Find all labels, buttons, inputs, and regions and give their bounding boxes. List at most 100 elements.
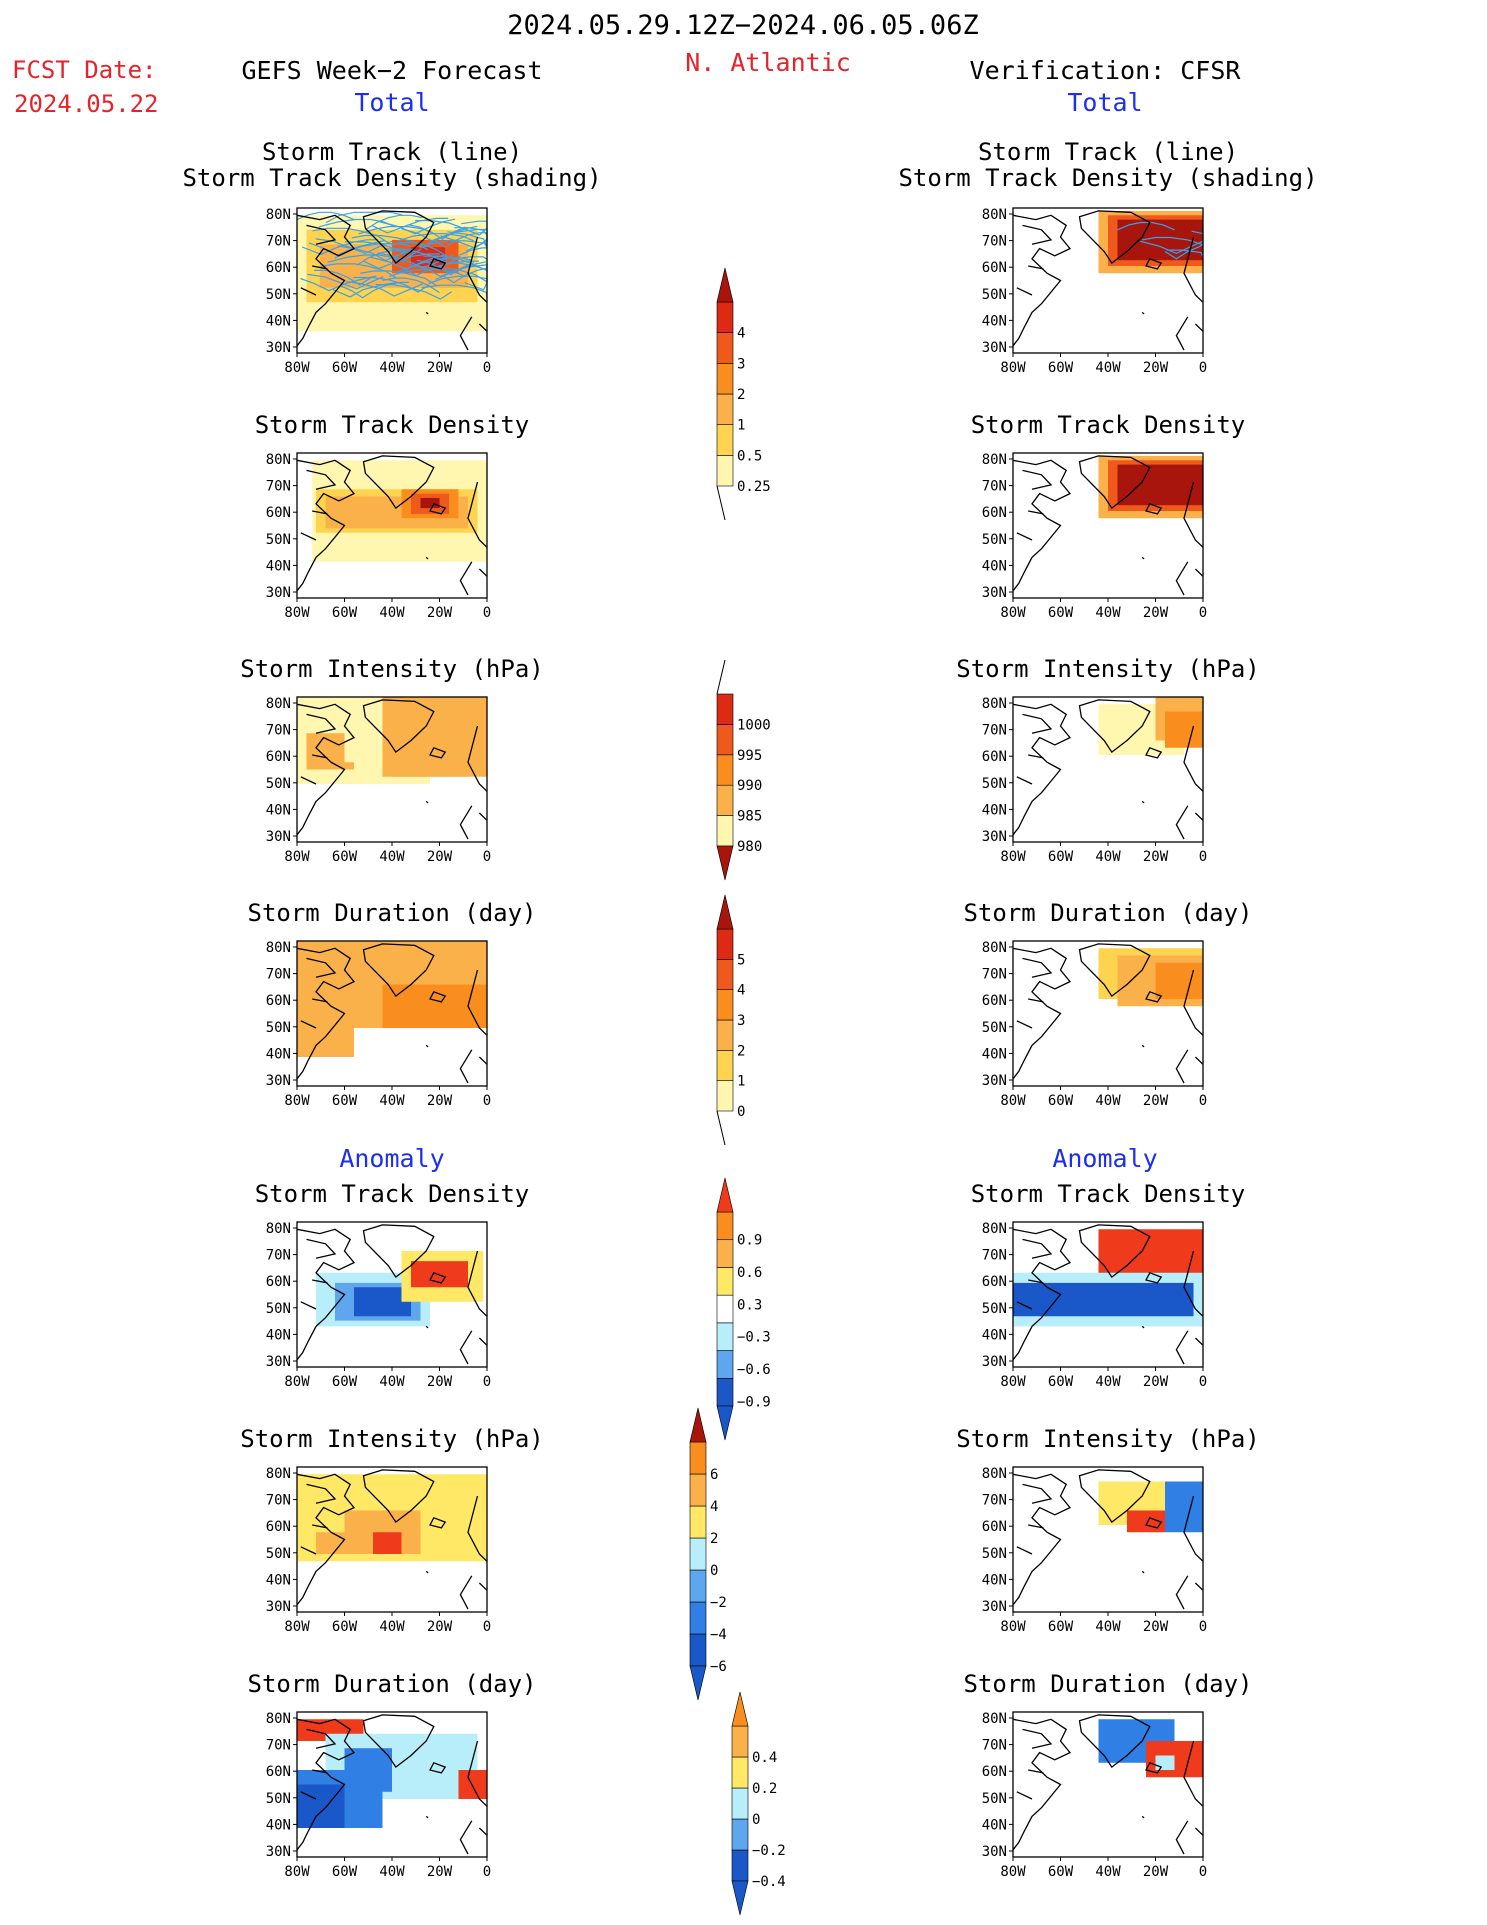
- coastline: [300, 713, 337, 785]
- lat-tick-label: 40N: [982, 1327, 1007, 1343]
- lon-tick-label: 0: [483, 1619, 491, 1635]
- map-panel-vf-density: Storm Track Density 80N 70N 60N 50N 40N 30N 80W…: [971, 411, 1246, 621]
- lat-tick-label: 70N: [266, 234, 291, 250]
- coastline: [429, 502, 447, 515]
- lon-tick-label: 0: [1199, 849, 1207, 865]
- coastline: [429, 990, 447, 1003]
- lat-tick-label: 60N: [266, 505, 291, 521]
- coastline: [1175, 969, 1204, 1084]
- lon-tick-label: 80W: [284, 1374, 310, 1390]
- colorbar-box: [716, 424, 734, 456]
- lat-tick-label: 50N: [982, 1301, 1007, 1317]
- storm-track-line: [319, 218, 396, 228]
- storm-track-line: [442, 267, 488, 284]
- colorbar-cb-duration: 5 4 3 2 1 0: [716, 894, 745, 1146]
- lat-tick-label: 80N: [982, 452, 1007, 468]
- colorbar-label: 0.6: [737, 1265, 762, 1281]
- right-column-title: Verification: CFSR: [969, 56, 1241, 85]
- coastline: [425, 1815, 429, 1819]
- colorbar-label: 5: [737, 952, 745, 968]
- coastline: [362, 210, 435, 265]
- lat-tick-label: 40N: [266, 558, 291, 574]
- panel-title: Storm Track (line): [262, 138, 522, 166]
- coastline: [300, 1728, 337, 1800]
- coastline: [429, 1271, 447, 1284]
- coastline: [429, 746, 447, 759]
- storm-track-line: [409, 261, 487, 277]
- shading-cell: [411, 1261, 468, 1288]
- fcst-date-value: 2024.05.22: [14, 90, 159, 118]
- lat-tick-label: 60N: [266, 1519, 291, 1535]
- coastline: [1175, 1250, 1204, 1365]
- colorbar-arrow-top: [731, 1691, 749, 1727]
- colorbar-box: [716, 693, 734, 725]
- coastline: [1016, 1728, 1053, 1800]
- coastline: [362, 455, 435, 510]
- lon-tick-label: 40W: [1095, 360, 1121, 376]
- lat-tick-label: 40N: [266, 1572, 291, 1588]
- storm-track-line: [415, 220, 488, 236]
- panel-title: Storm Track Density (shading): [898, 164, 1317, 192]
- lat-tick-label: 50N: [266, 532, 291, 548]
- panel-title: Storm Track (line): [978, 138, 1238, 166]
- lat-tick-label: 50N: [266, 1791, 291, 1807]
- colorbar-label: 980: [737, 839, 762, 855]
- colorbar-label: 4: [737, 983, 745, 999]
- shading-cell: [458, 1770, 487, 1799]
- coastline: [1016, 957, 1053, 1029]
- lon-tick-label: 20W: [1143, 605, 1169, 621]
- lat-tick-label: 60N: [982, 505, 1007, 521]
- lon-tick-label: 80W: [1000, 1864, 1026, 1880]
- colorbar-label: −2: [710, 1595, 727, 1611]
- colorbar-box: [716, 1050, 734, 1081]
- colorbar-box: [689, 1505, 707, 1539]
- lat-tick-label: 50N: [982, 1020, 1007, 1036]
- lon-tick-label: 40W: [379, 1374, 405, 1390]
- colorbar-box: [731, 1756, 749, 1789]
- coastline: [1145, 1516, 1163, 1529]
- lat-tick-label: 40N: [982, 1046, 1007, 1062]
- lon-tick-label: 60W: [332, 360, 358, 376]
- map-panel-fc-density: Storm Track Density 80N 70N 60N 50N 40N 30N 80W…: [255, 411, 530, 621]
- lon-tick-label: 40W: [379, 1864, 405, 1880]
- lat-tick-label: 50N: [266, 1546, 291, 1562]
- lat-tick-label: 40N: [266, 802, 291, 818]
- coastline: [459, 481, 488, 596]
- coastline: [1141, 311, 1145, 315]
- coastline: [362, 699, 435, 754]
- coastline: [1012, 459, 1072, 592]
- coastline: [1016, 713, 1053, 785]
- colorbar-box: [731, 1818, 749, 1851]
- lat-tick-label: 40N: [982, 1572, 1007, 1588]
- lat-tick-label: 70N: [982, 234, 1007, 250]
- panel-title: Storm Intensity (hPa): [956, 1425, 1259, 1453]
- lat-tick-label: 30N: [266, 1844, 291, 1860]
- coastline: [1012, 947, 1072, 1080]
- lon-tick-label: 80W: [284, 1619, 310, 1635]
- colorbar-arrow-bottom: [731, 1880, 749, 1916]
- coastline: [1012, 1718, 1072, 1851]
- coastline: [1012, 1473, 1072, 1606]
- total-label-left: Total: [354, 88, 430, 117]
- lat-tick-label: 80N: [982, 696, 1007, 712]
- lon-tick-label: 20W: [1143, 1619, 1169, 1635]
- lon-tick-label: 40W: [379, 1093, 405, 1109]
- lon-tick-label: 60W: [1048, 1374, 1074, 1390]
- map-panel-fc-anom-duration: Storm Duration (day) 80N 70N 60N 50N 40N 30N 80…: [248, 1670, 537, 1880]
- lat-tick-label: 50N: [982, 532, 1007, 548]
- shading-cell: [297, 1020, 354, 1057]
- shading-cell: [316, 1532, 354, 1554]
- colorbar-box: [716, 1322, 734, 1351]
- lat-tick-label: 60N: [982, 749, 1007, 765]
- lat-tick-label: 40N: [982, 313, 1007, 329]
- lon-tick-label: 80W: [1000, 1374, 1026, 1390]
- coastline: [300, 1483, 337, 1555]
- lat-tick-label: 70N: [982, 1493, 1007, 1509]
- lat-tick-label: 70N: [266, 1248, 291, 1264]
- coastline: [425, 800, 429, 804]
- coastline: [296, 214, 356, 347]
- lat-tick-label: 30N: [266, 829, 291, 845]
- lat-tick-label: 80N: [982, 1221, 1007, 1237]
- region-label: N. Atlantic: [685, 48, 851, 77]
- lat-tick-label: 70N: [266, 479, 291, 495]
